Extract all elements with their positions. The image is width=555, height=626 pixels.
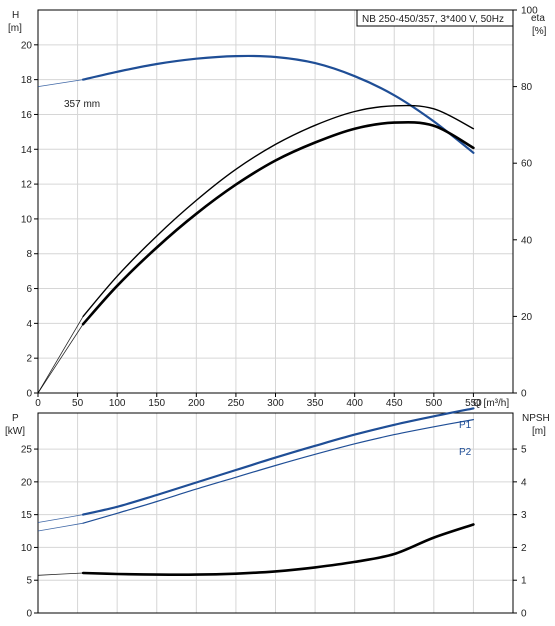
title-box	[356, 9, 514, 27]
eta-lower-series-line	[81, 120, 475, 326]
flow-tick-label: 0	[35, 398, 41, 409]
npsh-tick-label: 2	[521, 543, 527, 554]
eta-lower-extension-line	[37, 323, 84, 394]
flow-tick-label: 500	[425, 398, 442, 409]
impeller-diameter-label: 357 mm	[64, 99, 100, 110]
power-tick-label: 25	[21, 445, 33, 456]
flow-tick-label: 100	[109, 398, 126, 409]
NPSH-series-line	[81, 523, 475, 577]
power-axis-unit: [kW]	[5, 426, 25, 437]
eta-tick-label: 0	[521, 389, 527, 400]
npsh-tick-labels: 0 1 2 3 4 5	[513, 445, 527, 620]
head-tick-label: 0	[26, 389, 32, 400]
npsh-tick-label: 3	[521, 510, 527, 521]
npsh-axis-label: NPSH	[522, 413, 550, 424]
eta-axis-unit: [%]	[532, 26, 547, 37]
head-tick-label: 14	[21, 145, 33, 156]
power-tick-label: 0	[26, 609, 32, 620]
flow-tick-label: 450	[386, 398, 403, 409]
head-axis-label: H	[12, 10, 19, 21]
flow-tick-label: 300	[267, 398, 284, 409]
head-tick-labels: 0 2 4 6 8 10 12 14 16 18 20	[21, 40, 38, 400]
npsh-tick-label: 4	[521, 477, 527, 488]
head-series-line	[82, 54, 475, 154]
head-tick-label: 18	[21, 75, 33, 86]
flow-tick-label: 50	[72, 398, 84, 409]
P2-series-line	[82, 419, 474, 524]
flow-tick-label: 250	[228, 398, 245, 409]
head-axis-unit: [m]	[8, 23, 22, 34]
p2-series-label: P2	[459, 447, 472, 458]
head-tick-label: 20	[21, 40, 33, 51]
power-tick-label: 20	[21, 477, 33, 488]
head-tick-label: 6	[26, 284, 32, 295]
bottom-plot-frame	[37, 412, 514, 614]
eta-upper-extension-line	[37, 316, 84, 394]
npsh-axis-unit: [m]	[532, 426, 546, 437]
power-tick-labels: 0 5 10 15 20 25	[21, 445, 38, 620]
power-axis-label: P	[12, 413, 19, 424]
eta-tick-labels: 0 20 40 60 80 100	[513, 6, 538, 400]
bottom-panel-curves	[37, 407, 475, 577]
eta-tick-label: 20	[521, 312, 533, 323]
head-extension-line	[37, 79, 84, 87]
head-tick-label: 10	[21, 214, 33, 225]
head-tick-label: 12	[21, 180, 33, 191]
flow-tick-labels: 0 50 100 150 200 250 300 350 400 450 500 550	[35, 393, 482, 409]
p1-series-label: P1	[459, 420, 472, 431]
head-tick-label: 2	[26, 354, 32, 365]
head-tick-label: 4	[26, 319, 32, 330]
eta-upper-series-line	[82, 104, 475, 318]
power-tick-label: 5	[26, 576, 32, 587]
P1-extension-line	[37, 514, 84, 523]
NPSH-extension-line	[37, 572, 84, 576]
P2-extension-line	[37, 522, 84, 532]
flow-tick-label: 200	[188, 398, 205, 409]
eta-tick-label: 60	[521, 159, 533, 170]
eta-tick-label: 80	[521, 82, 533, 93]
npsh-tick-label: 1	[521, 576, 527, 587]
npsh-tick-label: 0	[521, 609, 527, 620]
P1-series-line	[82, 407, 475, 516]
flow-tick-label: 350	[307, 398, 324, 409]
flow-tick-label: 150	[148, 398, 165, 409]
flow-axis-label: Q [m³/h]	[473, 398, 509, 409]
eta-tick-label: 100	[521, 6, 538, 17]
power-tick-label: 10	[21, 543, 33, 554]
head-tick-label: 8	[26, 249, 32, 260]
eta-axis-label: eta	[531, 13, 545, 24]
power-tick-label: 15	[21, 510, 33, 521]
flow-tick-label: 550	[465, 398, 482, 409]
top-panel-grid	[38, 10, 513, 393]
chart-title: NB 250-450/357, 3*400 V, 50Hz	[362, 14, 504, 25]
eta-tick-label: 40	[521, 235, 533, 246]
head-tick-label: 16	[21, 110, 33, 121]
npsh-tick-label: 5	[521, 445, 527, 456]
bottom-panel-grid	[38, 413, 513, 613]
top-panel-curves	[37, 54, 475, 394]
flow-tick-label: 400	[346, 398, 363, 409]
